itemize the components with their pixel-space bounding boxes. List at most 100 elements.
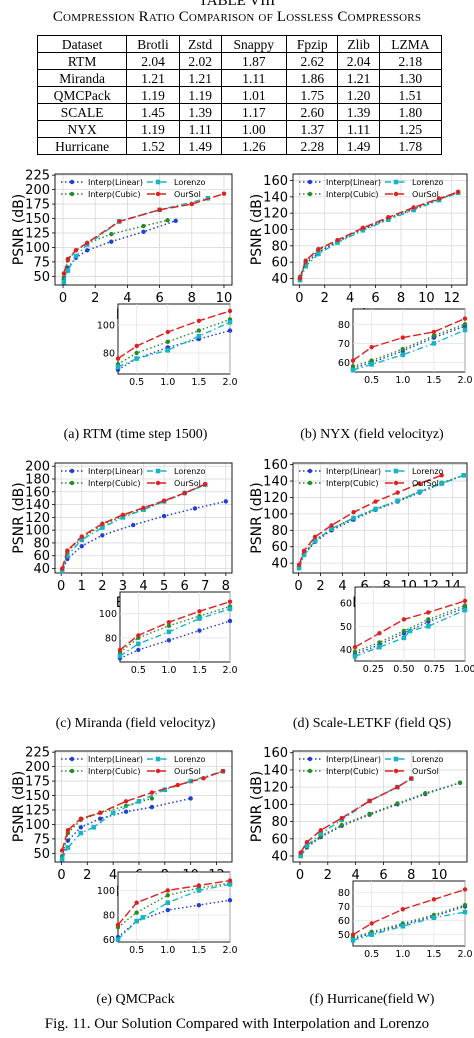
legend-marker — [69, 756, 75, 762]
inset-y-tick-label: 80 — [103, 349, 115, 360]
x-tick-label: 2 — [83, 868, 91, 883]
data-point — [98, 810, 103, 816]
series-line — [298, 474, 464, 569]
data-point — [373, 499, 378, 504]
inset-data-point — [115, 937, 121, 942]
data-point — [417, 481, 422, 486]
dataset-cell: Hurricane — [36, 137, 128, 155]
series-line — [299, 191, 459, 279]
x-tick-label: 2 — [98, 579, 106, 594]
data-point — [316, 246, 321, 252]
legend-entry: Lorenzo — [412, 178, 444, 187]
legend: Interp(Linear) Interp(Cubic) Lorenzo OurSol — [299, 178, 444, 199]
inset-y-tick-label: 40 — [340, 645, 352, 656]
y-tick-label: 50 — [33, 270, 50, 285]
series-line — [298, 474, 464, 568]
dataset-cell: RTM — [36, 52, 128, 70]
data-point — [312, 538, 318, 544]
data-point — [78, 816, 84, 821]
inset-data-point — [115, 922, 121, 928]
legend-entry: Lorenzo — [412, 755, 444, 764]
inset-data-point — [350, 364, 356, 369]
inset-data-point — [426, 610, 431, 615]
inset-data-point — [401, 628, 407, 634]
data-point — [455, 189, 461, 195]
inset-data-point — [115, 356, 121, 361]
data-point — [417, 489, 422, 495]
legend-entry: Lorenzo — [174, 467, 206, 476]
inset-data-point — [197, 616, 202, 621]
table-header: Dataset — [36, 35, 128, 53]
y-tick-label: 225 — [25, 746, 50, 761]
inset-data-point — [115, 364, 121, 370]
y-tick-label: 75 — [33, 832, 50, 847]
x-tick-label: 10 — [431, 868, 448, 883]
table-header-row: Dataset Brotli Zstd Snappy Fpzip Zlib LZ… — [36, 35, 443, 53]
x-tick-label: 0 — [296, 868, 304, 883]
subfigure-caption: (b) NYX (field velocityz) — [300, 427, 444, 442]
y-tick-label: 120 — [263, 207, 288, 222]
series-line — [63, 220, 176, 280]
plot-frame — [292, 462, 468, 574]
data-point — [335, 237, 340, 243]
data-point — [136, 798, 142, 804]
inset-data-point — [352, 644, 358, 650]
series-line — [299, 191, 459, 279]
table-header: Zstd — [178, 35, 222, 53]
y-axis-label: PSNR (dB) — [249, 194, 265, 265]
inset-series-line — [352, 904, 466, 939]
data-point — [312, 534, 318, 540]
data-point — [79, 534, 84, 539]
x-tick-label: 0 — [295, 291, 303, 306]
inset-x-tick-label: 0.5 — [364, 375, 379, 386]
y-axis-label: PSNR (dB) — [11, 482, 27, 553]
ratio-cell: 1.52 — [126, 137, 180, 155]
inset-data-point — [352, 649, 358, 654]
ratio-cell: 1.21 — [178, 69, 222, 87]
x-tick-label: 6 — [360, 579, 368, 594]
data-point — [131, 522, 136, 528]
legend-entry: Lorenzo — [174, 755, 206, 764]
inset-data-point — [462, 316, 468, 321]
y-tick-label: 160 — [25, 485, 50, 500]
y-tick-label: 175 — [25, 198, 50, 213]
inset-y-tick-label: 80 — [103, 910, 115, 921]
legend-marker — [307, 191, 313, 197]
x-tick-label: 0 — [57, 579, 65, 594]
data-point — [457, 780, 463, 786]
compression-ratio-table: Dataset Brotli Zstd Snappy Fpzip Zlib LZ… — [36, 35, 443, 155]
data-point — [149, 790, 155, 795]
y-tick-label: 100 — [25, 818, 50, 833]
subfigure-caption: (e) QMCPack — [96, 992, 174, 1007]
inset-data-point — [227, 898, 233, 903]
legend-marker — [307, 480, 313, 486]
data-point — [318, 827, 324, 833]
data-point — [192, 506, 198, 511]
ratio-cell: 1.01 — [220, 86, 288, 104]
series-line — [61, 770, 224, 860]
subfigure-caption: (d) Scale-LETKF (field QS) — [293, 716, 452, 731]
legend-entry: Lorenzo — [412, 467, 444, 476]
ratio-cell: 1.49 — [337, 137, 380, 155]
inset-y-tick-label: 80 — [338, 320, 350, 331]
data-point — [339, 815, 344, 821]
ratio-cell: 1.51 — [378, 86, 443, 104]
inset-data-point — [352, 654, 358, 659]
data-point — [65, 256, 71, 262]
inset-x-tick-label: 1.5 — [191, 377, 206, 388]
legend: Interp(Linear) Interp(Cubic) Lorenzo OurSol — [61, 467, 206, 488]
inset-data-point — [426, 617, 431, 622]
inset-data-point — [196, 888, 202, 893]
inset-data-point — [166, 629, 172, 635]
subfigure-caption: (c) Miranda (field velocityz) — [56, 716, 216, 731]
series-line — [299, 192, 459, 281]
data-point — [221, 191, 227, 196]
legend-entry: Interp(Linear) — [326, 755, 381, 764]
y-tick-label: 100 — [263, 507, 288, 522]
data-point — [301, 548, 307, 554]
data-point — [65, 553, 70, 559]
inset-data-point — [369, 921, 374, 926]
data-point — [123, 799, 129, 804]
series-line — [61, 797, 153, 857]
